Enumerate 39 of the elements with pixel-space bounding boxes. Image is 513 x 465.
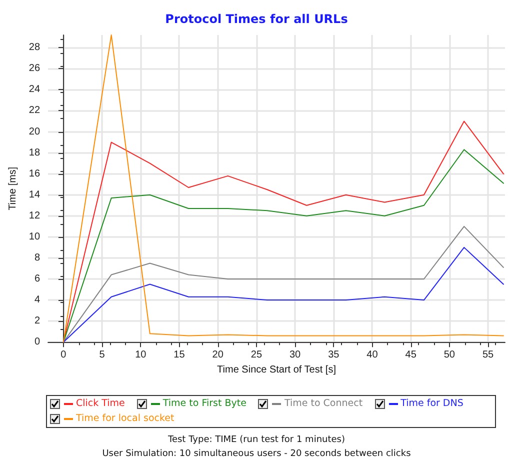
x-axis-title: Time Since Start of Test [s] [217,364,336,376]
y-tick-label: 24 [28,84,40,96]
y-tick-label: 0 [34,336,40,348]
x-tick-label: 35 [328,350,340,361]
legend-label: Time for local socket [76,413,174,424]
x-tick-label: 30 [289,350,302,361]
y-tick-label: 28 [28,42,40,54]
y-tick-label: 26 [28,63,40,74]
x-tick-label: 5 [99,350,106,361]
y-tick-label: 18 [28,147,40,158]
legend-label: Time to First Byte [162,398,246,409]
y-tick-label: 14 [28,189,40,200]
y-tick-label: 12 [28,210,40,222]
chart-title: Protocol Times for all URLs [165,12,348,26]
x-tick-label: 15 [174,350,186,361]
text: Test Type: TIME (run test for 1 minutes) [166,434,346,447]
legend-label: Click Time [76,398,125,409]
y-tick-label: 2 [34,316,40,327]
line-series [62,226,504,343]
y-tick-label: 22 [28,105,40,116]
line-series [62,246,504,343]
x-tick-label: 0 [60,350,67,361]
legend-label: Time to Connect [284,398,363,409]
x-tick-label: 55 [482,350,494,361]
x-tick-label: 20 [212,350,224,361]
x-tick-label: 10 [135,350,147,361]
x-tick-label: 40 [366,350,378,361]
text: User Simulation: 10 simultaneous users - 20 seconds between clicks [101,448,412,461]
x-tick-label: 50 [444,350,456,361]
y-tick-label: 16 [28,168,40,180]
y-axis-title: Time [ms] [8,166,18,210]
legend-label: Time for DNS [400,398,464,409]
y-tick-label: 8 [34,252,40,264]
y-tick-label: 20 [28,126,40,138]
y-tick-label: 4 [34,294,40,306]
y-tick-label: 10 [28,231,40,242]
y-tick-label: 6 [34,273,40,284]
x-tick-label: 45 [405,350,417,361]
x-tick-label: 25 [250,350,262,361]
